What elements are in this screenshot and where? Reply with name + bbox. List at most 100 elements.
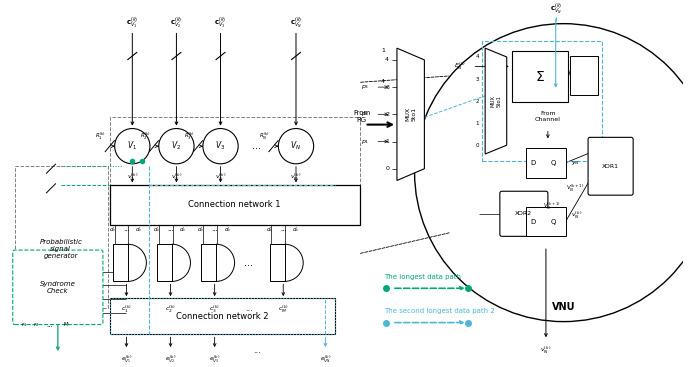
Text: $v^{(k)}_N$: $v^{(k)}_N$ bbox=[290, 172, 302, 183]
Text: $d_c$: $d_c$ bbox=[135, 225, 143, 234]
Text: From
Channel: From Channel bbox=[535, 111, 561, 122]
Text: VNU: VNU bbox=[552, 302, 575, 312]
Text: ...: ... bbox=[167, 226, 174, 232]
Text: ...: ... bbox=[280, 226, 286, 232]
Polygon shape bbox=[397, 48, 424, 181]
Circle shape bbox=[278, 128, 314, 164]
Text: Q: Q bbox=[551, 219, 556, 225]
Text: 3: 3 bbox=[385, 85, 389, 90]
Text: $V_3$: $V_3$ bbox=[215, 140, 226, 152]
Text: 2: 2 bbox=[385, 112, 389, 117]
Text: $R^{(k)}_1$: $R^{(k)}_1$ bbox=[95, 131, 106, 142]
Text: The longest data path: The longest data path bbox=[384, 273, 461, 280]
Text: $p_1$: $p_1$ bbox=[361, 138, 370, 145]
Bar bbox=[511, 51, 569, 102]
Text: XOR1: XOR1 bbox=[602, 164, 619, 169]
Bar bbox=[110, 117, 359, 210]
Bar bbox=[110, 185, 359, 225]
Text: Syndrome
Check: Syndrome Check bbox=[40, 281, 76, 294]
Bar bbox=[110, 298, 335, 334]
FancyBboxPatch shape bbox=[12, 250, 103, 324]
Text: $e^{(k)}_{V_1}$: $e^{(k)}_{V_1}$ bbox=[121, 354, 132, 366]
Text: Connection network 1: Connection network 1 bbox=[188, 200, 281, 210]
Circle shape bbox=[115, 128, 150, 164]
Circle shape bbox=[415, 23, 690, 321]
Text: $V^{(k+1)}_N$: $V^{(k+1)}_N$ bbox=[543, 200, 560, 212]
Text: $d_c$: $d_c$ bbox=[197, 225, 205, 234]
Text: D: D bbox=[531, 160, 536, 166]
Bar bbox=[110, 298, 335, 334]
Text: ...: ... bbox=[253, 345, 261, 355]
Text: The second longest data path 2: The second longest data path 2 bbox=[384, 308, 495, 314]
Text: $v^{(k)}_N$: $v^{(k)}_N$ bbox=[540, 344, 552, 356]
Text: 4: 4 bbox=[385, 57, 389, 62]
Text: $e^{(k)}_{V_2}$: $e^{(k)}_{V_2}$ bbox=[165, 354, 177, 366]
Text: ...: ... bbox=[253, 141, 262, 151]
Text: M: M bbox=[63, 322, 68, 327]
Text: From
RG: From RG bbox=[353, 110, 371, 123]
Text: $v^{(k)}_2$: $v^{(k)}_2$ bbox=[170, 172, 182, 183]
Text: $R^{(k)}_2$: $R^{(k)}_2$ bbox=[139, 131, 150, 142]
Text: $y_N$: $y_N$ bbox=[571, 159, 580, 167]
Text: $d_c$: $d_c$ bbox=[224, 225, 231, 234]
Text: ...: ... bbox=[245, 304, 253, 313]
Text: $p_2$: $p_2$ bbox=[361, 110, 370, 118]
Text: $E^{(k)}_N$: $E^{(k)}_N$ bbox=[454, 61, 466, 72]
Text: $c^{(k)}_3$: $c^{(k)}_3$ bbox=[209, 303, 220, 315]
Text: $d_c$: $d_c$ bbox=[266, 225, 273, 234]
Text: $\mathbf{c}^{(k)}_{V_3}$: $\mathbf{c}^{(k)}_{V_3}$ bbox=[215, 16, 227, 31]
Text: $V^{(k+1)}_N$: $V^{(k+1)}_N$ bbox=[566, 183, 584, 194]
Circle shape bbox=[159, 128, 194, 164]
Text: $d_c$: $d_c$ bbox=[109, 225, 117, 234]
Bar bbox=[201, 244, 216, 281]
Text: $v^{(k)}_3$: $v^{(k)}_3$ bbox=[215, 172, 226, 183]
Text: 0: 0 bbox=[476, 143, 480, 148]
Text: $V_N$: $V_N$ bbox=[290, 140, 302, 152]
Text: $r_1$: $r_1$ bbox=[21, 320, 28, 329]
Text: $c^{(k)}_M$: $c^{(k)}_M$ bbox=[277, 303, 289, 315]
Text: $d_c$: $d_c$ bbox=[179, 225, 187, 234]
Text: $r_2$: $r_2$ bbox=[33, 320, 39, 329]
Text: Connection network 2: Connection network 2 bbox=[176, 312, 268, 321]
Bar bbox=[270, 244, 284, 281]
Bar bbox=[526, 207, 566, 236]
Text: $e^{(k)}_{V_3}$: $e^{(k)}_{V_3}$ bbox=[209, 354, 221, 366]
Text: 3: 3 bbox=[476, 77, 480, 81]
Text: $d_c$: $d_c$ bbox=[292, 225, 299, 234]
Circle shape bbox=[203, 128, 238, 164]
Text: $\mathbf{c}^{(k)}_{V_N}$: $\mathbf{c}^{(k)}_{V_N}$ bbox=[290, 16, 302, 31]
Bar bbox=[571, 56, 598, 95]
FancyBboxPatch shape bbox=[500, 191, 548, 236]
Text: $v^{(k)}_N$: $v^{(k)}_N$ bbox=[571, 210, 583, 222]
Text: $\mathbf{c}^{(k)}_{V_1}$: $\mathbf{c}^{(k)}_{V_1}$ bbox=[126, 16, 139, 31]
Text: 1: 1 bbox=[476, 121, 480, 126]
Text: $V_2$: $V_2$ bbox=[171, 140, 181, 152]
Text: Probabilistic
signal
generator: Probabilistic signal generator bbox=[39, 239, 82, 259]
Text: ...: ... bbox=[244, 258, 253, 268]
Text: 2: 2 bbox=[476, 99, 480, 103]
Text: 1: 1 bbox=[382, 48, 385, 52]
Text: $R^{(k)}_3$: $R^{(k)}_3$ bbox=[184, 131, 195, 142]
Text: XOR2: XOR2 bbox=[515, 211, 533, 216]
Bar bbox=[14, 166, 108, 308]
Text: $V_1$: $V_1$ bbox=[127, 140, 137, 152]
Bar bbox=[482, 41, 602, 161]
Text: $c^{(k)}_2$: $c^{(k)}_2$ bbox=[165, 303, 176, 315]
Text: Σ: Σ bbox=[535, 70, 544, 84]
FancyBboxPatch shape bbox=[588, 137, 633, 195]
Text: $R^{(k)}_N$: $R^{(k)}_N$ bbox=[259, 131, 270, 142]
Bar bbox=[526, 148, 566, 178]
Text: 0: 0 bbox=[385, 166, 389, 171]
Bar bbox=[157, 244, 172, 281]
Text: $e^{(k)}_{V_N}$: $e^{(k)}_{V_N}$ bbox=[319, 354, 331, 366]
Text: $p_3$: $p_3$ bbox=[361, 83, 370, 91]
Text: 4: 4 bbox=[381, 79, 385, 84]
Text: $\mathbf{c}^{(k)}_{V_2}$: $\mathbf{c}^{(k)}_{V_2}$ bbox=[170, 16, 183, 31]
Text: $d_c$: $d_c$ bbox=[153, 225, 161, 234]
Text: 4: 4 bbox=[476, 54, 480, 59]
Text: $\mathbf{c}^{(k)}_{V_N}$: $\mathbf{c}^{(k)}_{V_N}$ bbox=[549, 2, 562, 18]
Text: ...: ... bbox=[123, 226, 130, 232]
Text: $c^{(k)}_1$: $c^{(k)}_1$ bbox=[121, 303, 132, 315]
Text: Q: Q bbox=[551, 160, 556, 166]
Text: $v^{(k)}_1$: $v^{(k)}_1$ bbox=[126, 172, 138, 183]
